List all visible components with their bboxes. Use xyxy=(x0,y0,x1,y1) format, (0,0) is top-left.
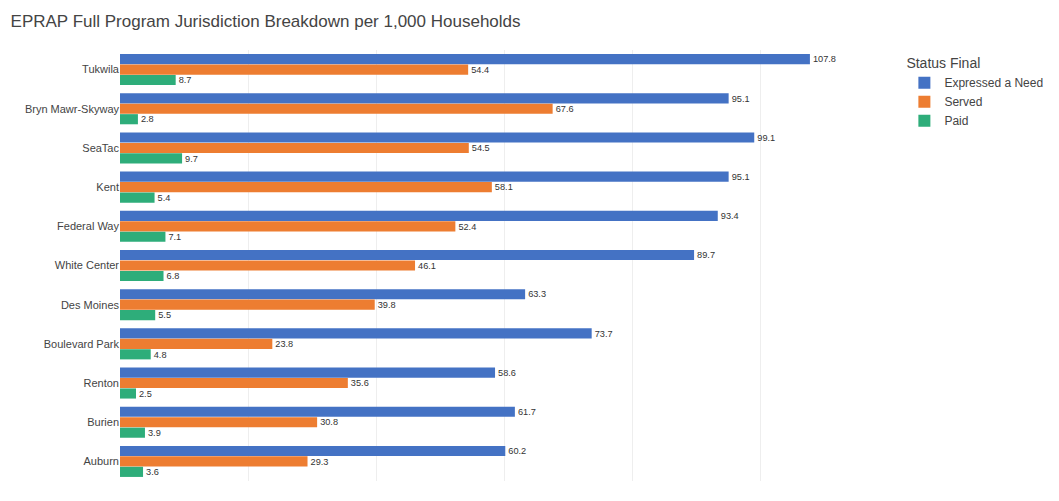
svg-text:Boulevard Park: Boulevard Park xyxy=(44,338,120,350)
svg-text:Expressed a Need: Expressed a Need xyxy=(944,76,1043,90)
svg-text:Burien: Burien xyxy=(87,416,119,428)
svg-text:6.8: 6.8 xyxy=(167,271,180,281)
svg-text:7.1: 7.1 xyxy=(168,232,181,242)
svg-text:54.4: 54.4 xyxy=(471,65,489,75)
svg-text:2.8: 2.8 xyxy=(141,114,154,124)
svg-text:8.7: 8.7 xyxy=(179,75,192,85)
svg-text:5.5: 5.5 xyxy=(158,310,171,320)
svg-text:3.9: 3.9 xyxy=(148,428,161,438)
svg-text:58.6: 58.6 xyxy=(498,368,516,378)
svg-text:39.8: 39.8 xyxy=(378,300,396,310)
svg-text:5.4: 5.4 xyxy=(158,193,171,203)
svg-text:EPRAP Full Program Jurisdictio: EPRAP Full Program Jurisdiction Breakdow… xyxy=(11,12,521,31)
svg-text:95.1: 95.1 xyxy=(732,94,750,104)
svg-text:Des Moines: Des Moines xyxy=(61,299,120,311)
svg-text:9.7: 9.7 xyxy=(185,154,198,164)
svg-text:58.1: 58.1 xyxy=(495,182,513,192)
svg-text:Federal Way: Federal Way xyxy=(57,220,119,232)
svg-text:Status Final: Status Final xyxy=(906,55,980,71)
svg-text:Renton: Renton xyxy=(84,377,119,389)
svg-text:Paid: Paid xyxy=(944,114,968,128)
svg-text:White Center: White Center xyxy=(55,259,120,271)
svg-text:95.1: 95.1 xyxy=(732,172,750,182)
svg-text:Served: Served xyxy=(944,95,982,109)
svg-text:93.4: 93.4 xyxy=(721,211,739,221)
svg-text:3.6: 3.6 xyxy=(146,467,159,477)
svg-text:Auburn: Auburn xyxy=(84,455,119,467)
svg-text:30.8: 30.8 xyxy=(320,417,338,427)
svg-text:SeaTac: SeaTac xyxy=(82,142,119,154)
svg-text:61.7: 61.7 xyxy=(518,407,536,417)
svg-text:35.6: 35.6 xyxy=(351,378,369,388)
svg-text:107.8: 107.8 xyxy=(813,54,836,64)
svg-text:46.1: 46.1 xyxy=(418,261,436,271)
svg-text:54.5: 54.5 xyxy=(472,143,490,153)
svg-text:Kent: Kent xyxy=(96,181,119,193)
svg-text:73.7: 73.7 xyxy=(595,329,613,339)
svg-text:29.3: 29.3 xyxy=(311,457,329,467)
svg-text:52.4: 52.4 xyxy=(458,222,476,232)
svg-text:67.6: 67.6 xyxy=(556,104,574,114)
svg-text:Bryn Mawr-Skyway: Bryn Mawr-Skyway xyxy=(25,103,120,115)
svg-text:60.2: 60.2 xyxy=(508,446,526,456)
svg-text:Tukwila: Tukwila xyxy=(82,63,120,75)
svg-text:63.3: 63.3 xyxy=(528,289,546,299)
svg-text:89.7: 89.7 xyxy=(697,250,715,260)
svg-text:23.8: 23.8 xyxy=(275,339,293,349)
svg-text:4.8: 4.8 xyxy=(154,350,167,360)
svg-text:2.5: 2.5 xyxy=(139,389,152,399)
svg-text:99.1: 99.1 xyxy=(757,133,775,143)
